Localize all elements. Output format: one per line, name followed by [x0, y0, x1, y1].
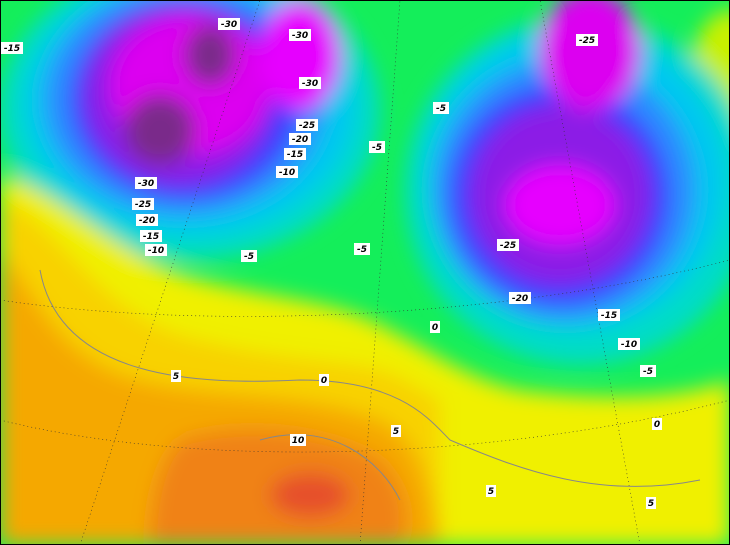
contour-label: -25: [579, 36, 595, 46]
label-box: [486, 485, 496, 497]
label-box: [135, 177, 157, 189]
label-box: [430, 321, 440, 333]
contour-label: -30: [302, 79, 318, 89]
label-box: [1, 42, 23, 54]
contour-label: -5: [436, 104, 446, 114]
label-box: [598, 309, 620, 321]
label-box: [646, 497, 656, 509]
label-box: [509, 292, 531, 304]
contour-label: -20: [292, 135, 308, 145]
label-box: [241, 250, 257, 262]
contour-label: -10: [279, 168, 295, 178]
label-box: [640, 365, 656, 377]
label-box: [140, 230, 162, 242]
contour-label: -5: [643, 367, 653, 377]
contour-label: 5: [393, 427, 399, 437]
contour-label: 5: [173, 372, 179, 382]
contour-label: -20: [512, 294, 528, 304]
contour-label: -15: [143, 232, 159, 242]
contour-labels: -15 -30 -30 -30 -25 -20 -15 -10 -5 -5 -25 -30 -25 -20…: [1, 18, 662, 509]
contour-label: -25: [299, 121, 315, 131]
contour-label: 0: [654, 420, 660, 430]
contour-label: -20: [139, 216, 155, 226]
label-box: [145, 244, 167, 256]
label-box: [576, 34, 598, 46]
contour-label: -25: [135, 200, 151, 210]
label-box: [171, 370, 181, 382]
contour-label: 5: [648, 499, 654, 509]
label-box: [319, 374, 329, 386]
label-box: [276, 166, 298, 178]
contour-label: -10: [621, 340, 637, 350]
label-box: [433, 102, 449, 114]
contour-label: -30: [292, 31, 308, 41]
contour-label: -15: [601, 311, 617, 321]
contour-label: -15: [287, 150, 303, 160]
label-box: [289, 29, 311, 41]
contour-label: -30: [138, 179, 154, 189]
contour-label: 0: [432, 323, 438, 333]
contour-label: -5: [372, 143, 382, 153]
label-box: [296, 119, 318, 131]
contour-label: -5: [244, 252, 254, 262]
label-box: [136, 214, 158, 226]
label-box: [369, 141, 385, 153]
label-box: [497, 239, 519, 251]
contour-label: -10: [148, 246, 164, 256]
label-box: [354, 243, 370, 255]
contour-label: -25: [500, 241, 516, 251]
contour-label: -15: [4, 44, 20, 54]
label-box: [299, 77, 321, 89]
isotherms: [39, 269, 701, 501]
label-box: [391, 425, 401, 437]
label-box: [618, 338, 640, 350]
label-box: [652, 418, 662, 430]
contour-label: -5: [357, 245, 367, 255]
label-box: [290, 434, 306, 446]
label-box: [218, 18, 240, 30]
contour-label: 10: [292, 436, 305, 446]
contour-label: 5: [488, 487, 494, 497]
label-box: [289, 133, 311, 145]
contour-label: 0: [321, 376, 327, 386]
label-box: [132, 198, 154, 210]
contour-label: -30: [221, 20, 237, 30]
label-box: [284, 148, 306, 160]
